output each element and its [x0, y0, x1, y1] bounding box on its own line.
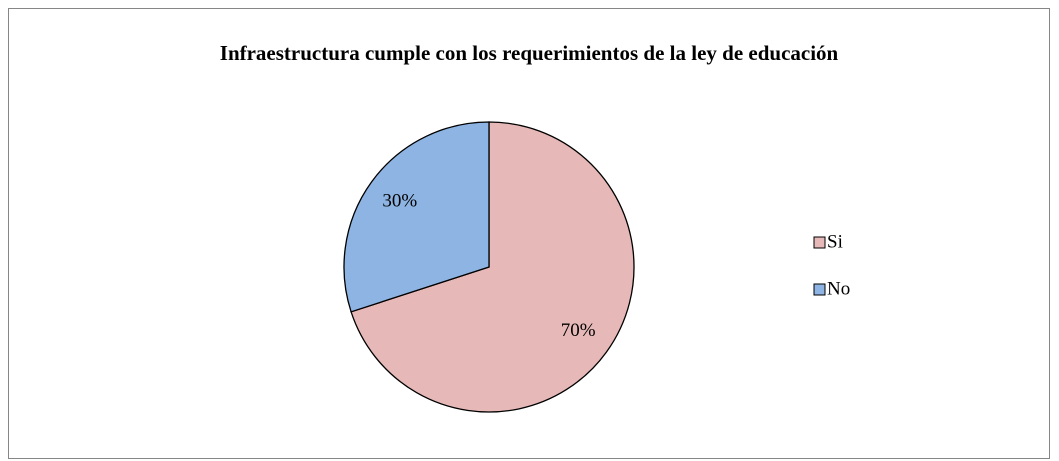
chart-title: Infraestructura cumple con los requerimi…	[220, 41, 839, 65]
data-label: 70%	[561, 320, 596, 341]
legend-label: No	[827, 278, 850, 299]
legend-label: Si	[827, 231, 843, 252]
data-label: 30%	[382, 191, 417, 212]
legend-swatch	[813, 236, 826, 249]
pie-slice	[343, 121, 490, 313]
legend-swatch	[813, 283, 826, 296]
pie-slice	[350, 121, 635, 413]
